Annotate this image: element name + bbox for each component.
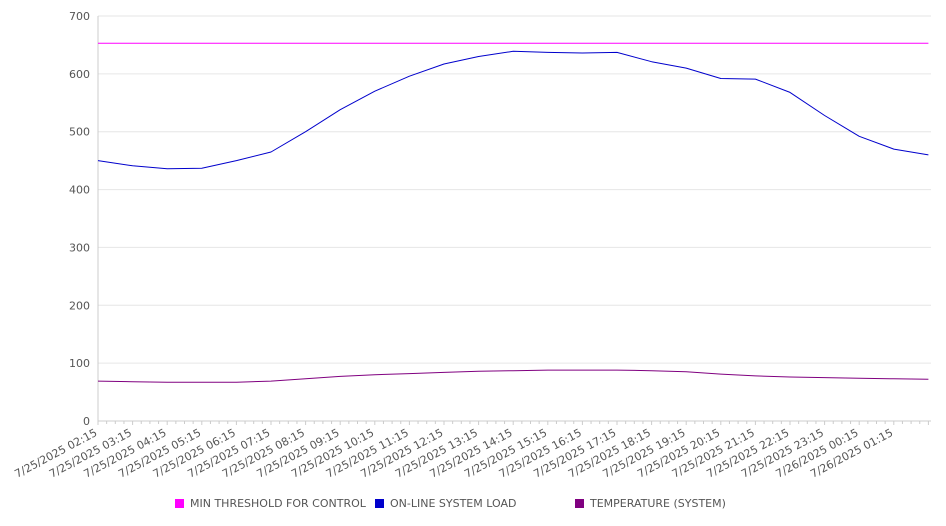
legend-swatch-system-load (375, 499, 384, 508)
legend: MIN THRESHOLD FOR CONTROL ON-LINE SYSTEM… (0, 497, 946, 515)
legend-label-temperature: TEMPERATURE (SYSTEM) (590, 497, 726, 510)
series-lines (97, 42, 929, 383)
legend-item-system-load[interactable]: ON-LINE SYSTEM LOAD (375, 497, 516, 510)
legend-item-temperature[interactable]: TEMPERATURE (SYSTEM) (575, 497, 726, 510)
y-tick-label: 300 (69, 241, 90, 254)
series-line-temperature-system (97, 369, 929, 383)
legend-swatch-min-threshold (175, 499, 184, 508)
legend-label-min-threshold: MIN THRESHOLD FOR CONTROL (190, 497, 366, 510)
series-line-on-line-system-load (97, 50, 929, 170)
y-tick-label: 500 (69, 126, 90, 139)
gridlines (98, 15, 931, 364)
x-axis: 7/25/2025 02:157/25/2025 03:157/25/2025 … (12, 420, 931, 481)
legend-label-system-load: ON-LINE SYSTEM LOAD (390, 497, 517, 510)
y-tick-label: 100 (69, 357, 90, 370)
y-tick-label: 200 (69, 299, 90, 312)
y-tick-label: 600 (69, 68, 90, 81)
legend-swatch-temperature (575, 499, 584, 508)
y-tick-label: 700 (69, 10, 90, 23)
y-axis: 0 100 200 300 400 500 600 700 (69, 10, 99, 428)
y-tick-label: 0 (83, 415, 90, 428)
y-tick-label: 400 (69, 184, 90, 197)
legend-item-min-threshold[interactable]: MIN THRESHOLD FOR CONTROL (175, 497, 366, 510)
